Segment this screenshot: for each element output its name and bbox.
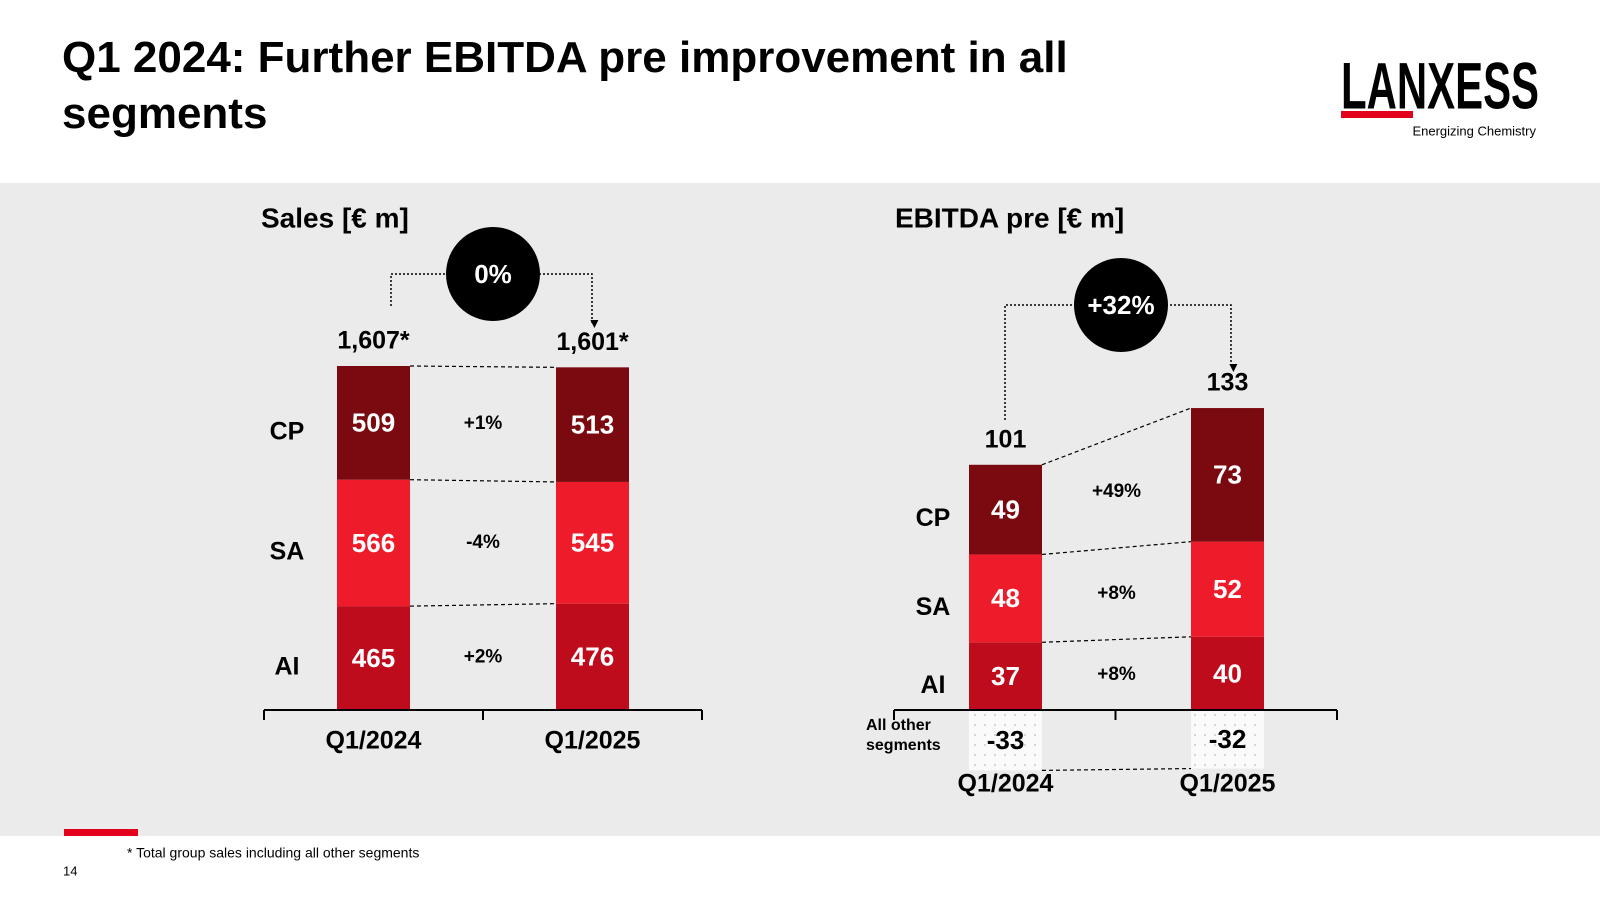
bar-segment (1191, 408, 1264, 542)
series-label: CP (270, 417, 305, 445)
x-tick-label: Q1/2024 (958, 770, 1054, 798)
series-label: SA (270, 538, 305, 566)
change-label: +8% (1097, 664, 1136, 685)
total-label: 133 (1207, 369, 1249, 397)
page-number: 14 (63, 863, 77, 878)
bar-segment (969, 642, 1042, 710)
change-circle (1074, 258, 1168, 352)
bar-segment (556, 481, 629, 604)
footer-bar (64, 829, 138, 836)
change-label: +2% (464, 646, 503, 667)
connector-line (409, 603, 557, 607)
bar-segment (1191, 636, 1264, 710)
footnote: * Total group sales including all other … (127, 845, 419, 861)
content-band (0, 183, 1600, 836)
segment-value-label: 566 (352, 528, 395, 558)
bar-segment (969, 554, 1042, 643)
segment-value-label: 52 (1213, 574, 1242, 604)
segment-value-label: -33 (987, 725, 1025, 755)
bar-segment (1191, 710, 1264, 769)
bar-segment (556, 367, 629, 482)
logo-tagline: Energizing Chemistry (1412, 123, 1536, 138)
x-tick-label: Q1/2025 (1180, 770, 1276, 798)
series-label: AI (921, 671, 946, 699)
logo-name: LANXESS (1341, 48, 1539, 122)
connector-line (1041, 407, 1192, 466)
change-circle (446, 227, 540, 321)
logo-bar (1341, 111, 1413, 118)
series-label: All other segments (866, 717, 941, 754)
change-label: +8% (1097, 583, 1136, 604)
x-tick-label: Q1/2024 (326, 727, 422, 755)
segment-value-label: 73 (1213, 460, 1242, 490)
connector-line (409, 365, 557, 368)
change-label: +1% (464, 413, 503, 434)
slide-title: Q1 2024: Further EBITDA pre improvement … (62, 33, 1068, 138)
segment-value-label: 37 (991, 661, 1020, 691)
chart-title: Sales [€ m] (261, 202, 409, 233)
total-label: 1,601* (556, 328, 629, 356)
connector-line (1041, 541, 1192, 556)
series-label-box: All other segments (866, 717, 941, 754)
segment-value-label: 476 (571, 642, 614, 672)
segment-value-label: 48 (991, 583, 1020, 613)
segment-value-label: 545 (571, 528, 614, 558)
segment-value-label: 509 (352, 408, 395, 438)
title-box: Q1 2024: Further EBITDA pre improvement … (62, 33, 1068, 138)
connector-line (1041, 767, 1192, 771)
bar-segment (556, 603, 629, 710)
change-label: -4% (466, 532, 500, 553)
x-tick-label: Q1/2025 (545, 727, 641, 755)
change-label: +49% (1092, 481, 1141, 502)
bar-segment (337, 606, 410, 710)
segment-value-label: 49 (991, 494, 1020, 524)
bar-segment (1191, 541, 1264, 637)
series-label: CP (916, 504, 951, 532)
total-change-label: 0% (474, 259, 512, 289)
total-label: 1,607* (337, 327, 410, 355)
segment-value-label: 40 (1213, 658, 1242, 688)
connector-line (409, 479, 557, 483)
total-label: 101 (985, 425, 1027, 453)
bar-segment (969, 464, 1042, 555)
total-change-label: +32% (1087, 290, 1154, 320)
segment-value-label: -32 (1209, 724, 1247, 754)
bar-segment (337, 479, 410, 607)
bar-segment (969, 710, 1042, 771)
chart-title: EBITDA pre [€ m] (895, 202, 1124, 233)
series-label: AI (275, 653, 300, 681)
connector-line (1041, 636, 1192, 643)
segment-value-label: 465 (352, 643, 395, 673)
segment-value-label: 513 (571, 410, 614, 440)
series-label: SA (916, 593, 951, 621)
bar-segment (337, 366, 410, 480)
